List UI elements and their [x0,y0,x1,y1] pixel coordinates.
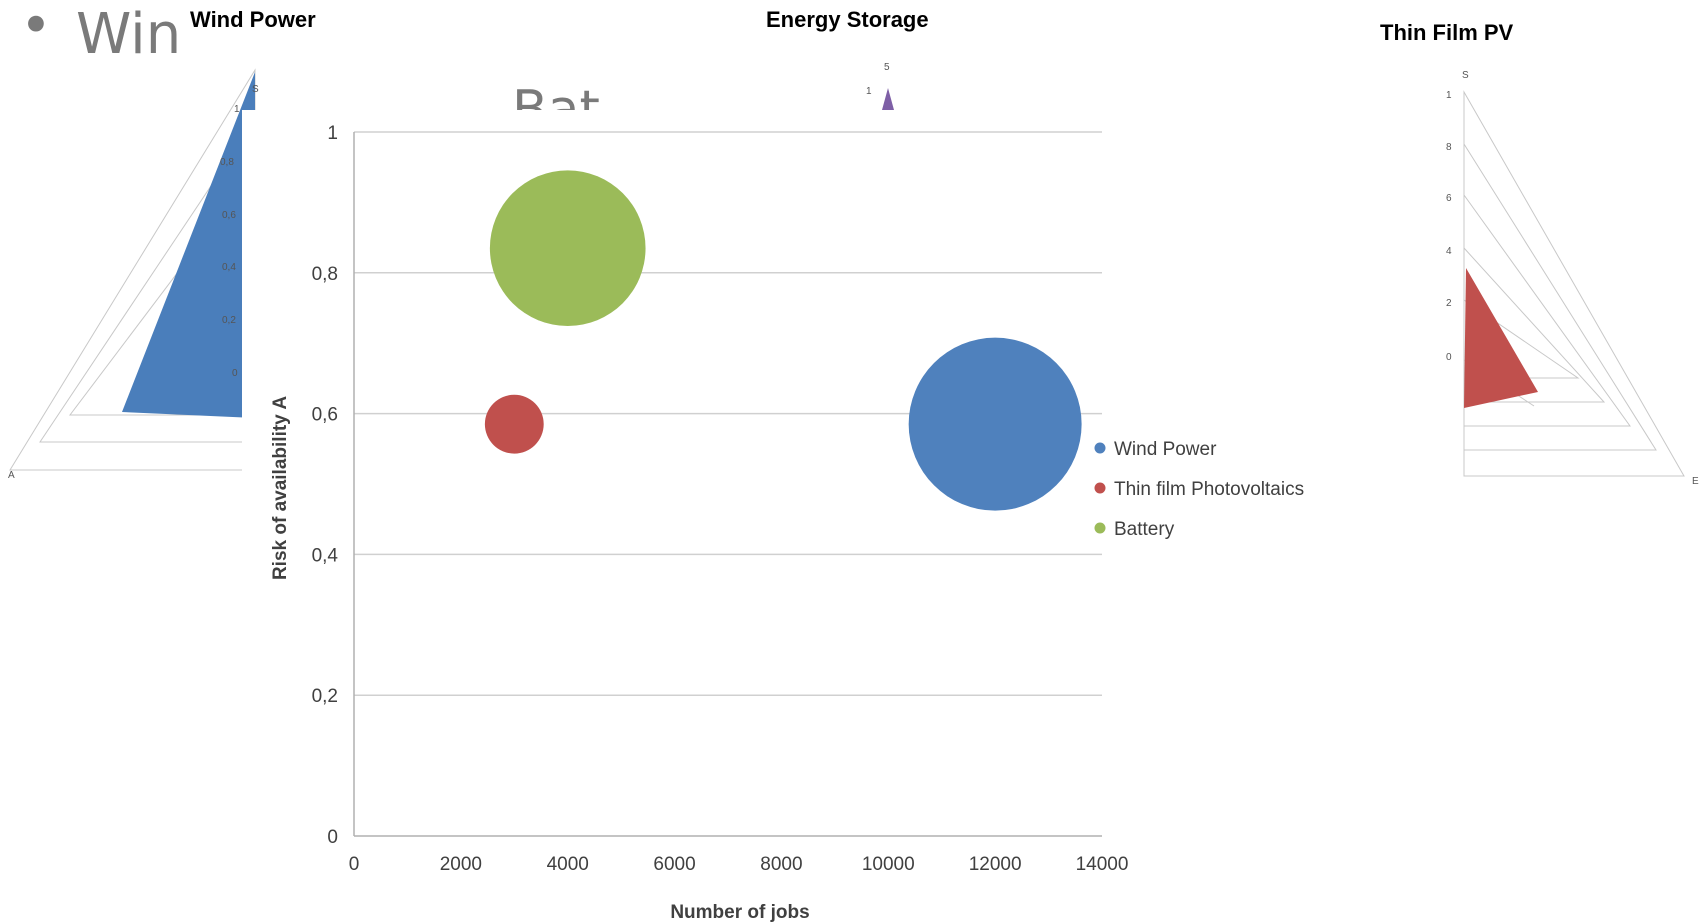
bubble-wind-power [908,337,1082,511]
radar-grid [1463,90,1685,477]
radar-tick-0-8: 0,8 [220,157,234,168]
slide-bullet-dot: • [20,0,52,57]
radar-area-energy-storage [882,88,894,110]
x-tick-label: 2000 [440,854,482,875]
legend-label: Battery [1114,519,1175,540]
radar-tick-1: 1 [234,104,240,115]
x-tick-label: 0 [349,854,360,875]
bubble-thin-film-photovoltaics [484,394,544,454]
panel-title-energy-storage: Energy Storage [766,7,929,32]
bubble-chart: 0 0,2 0,4 0,6 0,8 1 0 2000 4000 6000 8000 10000 1200… [242,110,1444,924]
y-tick-label: 0,6 [312,405,338,426]
y-tick-label: 0,4 [312,545,339,566]
radar-tick-8: 8 [1446,142,1452,153]
grid-lines [353,131,1102,837]
bubble-battery [489,170,646,326]
legend-label: Wind Power [1114,439,1217,460]
axis-ticks: 0 0,2 0,4 0,6 0,8 1 0 2000 4000 6000 8000 10000 1200… [312,123,1129,875]
radar-tick-6: 6 [1446,193,1452,204]
slide-bullet-text: Win [76,2,182,67]
legend-marker [1094,442,1106,454]
radar-axis-label-e: E [1692,476,1699,487]
x-tick-label: 14000 [1076,854,1129,875]
radar-center-tick-1: 1 [866,86,872,97]
radar-chart-wind-power: S A 1 0,8 0,6 0,4 0,2 0 [8,68,259,480]
radar-tick-2: 2 [1446,298,1452,309]
x-axis-title: Number of jobs [670,902,809,923]
panel-title-wind-power: Wind Power [190,7,316,32]
y-tick-label: 1 [327,123,338,144]
radar-tick-0-6: 0,6 [222,210,236,221]
radar-tick-1: 1 [1446,90,1452,101]
radar-tick-0-4: 0,4 [222,262,236,273]
radar-tick-0-2: 0,2 [222,315,236,326]
y-tick-label: 0,8 [312,264,338,285]
legend-marker [1094,522,1106,534]
radar-axis-label-s: S [1462,70,1469,81]
x-tick-label: 10000 [862,854,915,875]
bubbles [484,170,1082,511]
legend-label: Thin film Photovoltaics [1114,479,1304,500]
legend: Wind Power Thin film Photovoltaics Battery [1094,439,1304,540]
y-tick-label: 0,2 [312,686,338,707]
radar-area-wind-power [122,72,255,418]
radar-axis-label-s: S [252,84,259,95]
x-tick-label: 6000 [653,854,695,875]
y-tick-label: 0 [327,827,338,848]
radar-tick-4: 4 [1446,246,1452,257]
panel-title-thin-film-pv: Thin Film PV [1380,20,1514,45]
radar-chart-thin-film-pv: S E 1 8 6 4 2 0 [1446,70,1699,487]
x-tick-label: 4000 [547,854,589,875]
legend-marker [1094,482,1106,494]
radar-axis-label-a: A [8,470,15,480]
radar-chart-energy-storage: 5 1 [866,62,894,110]
y-axis-title: Risk of availability A [270,396,291,580]
x-tick-label: 12000 [969,854,1022,875]
chart-area-background [242,110,1444,924]
radar-area-thin-film-pv [1464,268,1538,408]
x-tick-label: 8000 [760,854,802,875]
radar-tick-0: 0 [1446,352,1452,363]
radar-tick-0: 0 [232,368,238,379]
radar-center-tick-5: 5 [884,62,890,73]
